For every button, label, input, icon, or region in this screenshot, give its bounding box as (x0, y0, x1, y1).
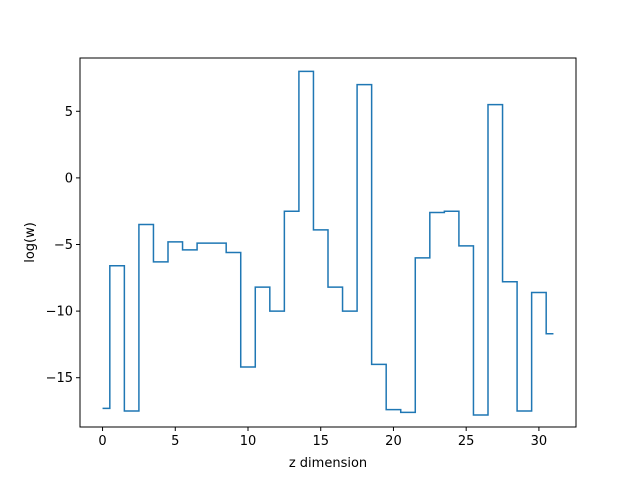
x-axis-ticks: 0 5 10 15 20 25 30 (98, 427, 547, 449)
x-tick-label: 10 (240, 434, 257, 449)
x-tick-label: 20 (385, 434, 402, 449)
x-tick-label: 30 (531, 434, 548, 449)
y-tick-label: −15 (46, 371, 73, 386)
series-line (102, 70, 554, 416)
x-tick-label: 15 (312, 434, 329, 449)
y-tick-label: −10 (46, 305, 73, 320)
x-tick-label: 25 (458, 434, 475, 449)
y-axis-ticks: 5 0 −5 −10 −15 (46, 105, 80, 386)
y-tick-label: 5 (65, 105, 73, 120)
y-tick-label: 0 (65, 171, 73, 186)
y-axis-label: log(w) (23, 222, 38, 263)
y-tick-label: −5 (54, 238, 73, 253)
series-layer (102, 70, 554, 416)
x-tick-label: 5 (171, 434, 179, 449)
x-tick-label: 0 (98, 434, 106, 449)
x-axis-label: z dimension (289, 456, 367, 471)
plot-frame (79, 57, 577, 428)
